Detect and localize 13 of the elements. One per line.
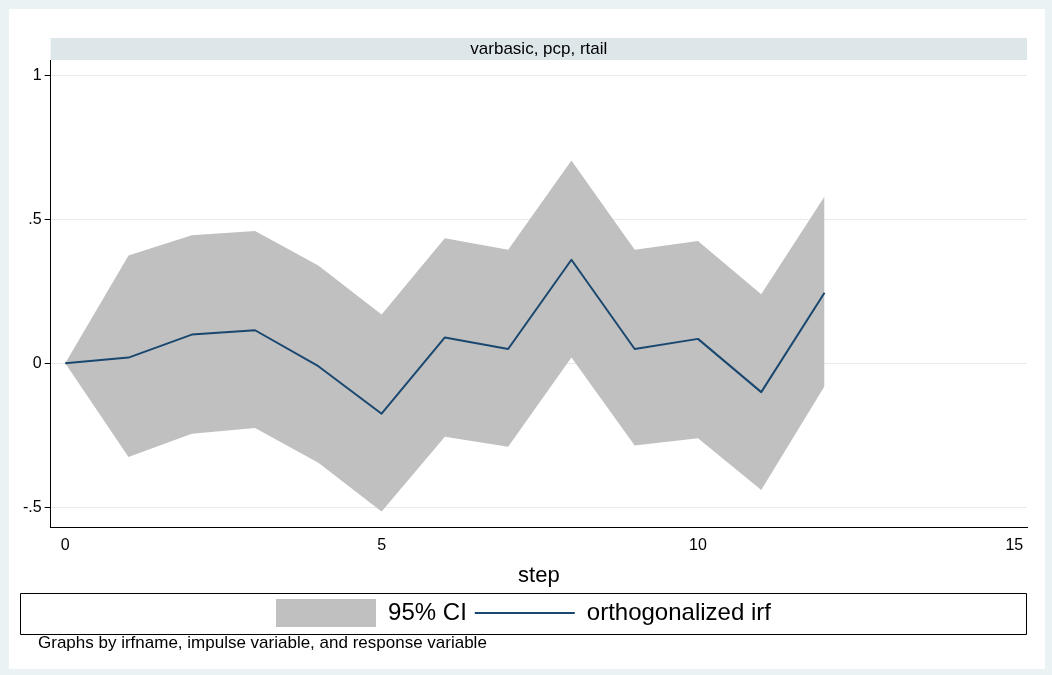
text: Graphs by irfname, impulse variable, and response variable <box>38 633 487 652</box>
x-tick-label: 15 <box>1005 536 1024 554</box>
text: 95% CI <box>388 597 467 625</box>
x-axis-title: step <box>518 561 560 587</box>
y-tick-label: 1 <box>32 65 42 83</box>
x-tick-label: 0 <box>60 536 70 554</box>
x-tick-label: 10 <box>689 536 707 554</box>
y-tick-label: -.5 <box>23 497 42 515</box>
chart-title: varbasic, pcp, rtail <box>470 38 608 58</box>
y-tick-label: .5 <box>28 209 42 227</box>
legend-label: orthogonalized irf <box>586 597 772 625</box>
x-tick-label: 5 <box>377 536 387 554</box>
y-tick-label: 0 <box>32 353 42 371</box>
